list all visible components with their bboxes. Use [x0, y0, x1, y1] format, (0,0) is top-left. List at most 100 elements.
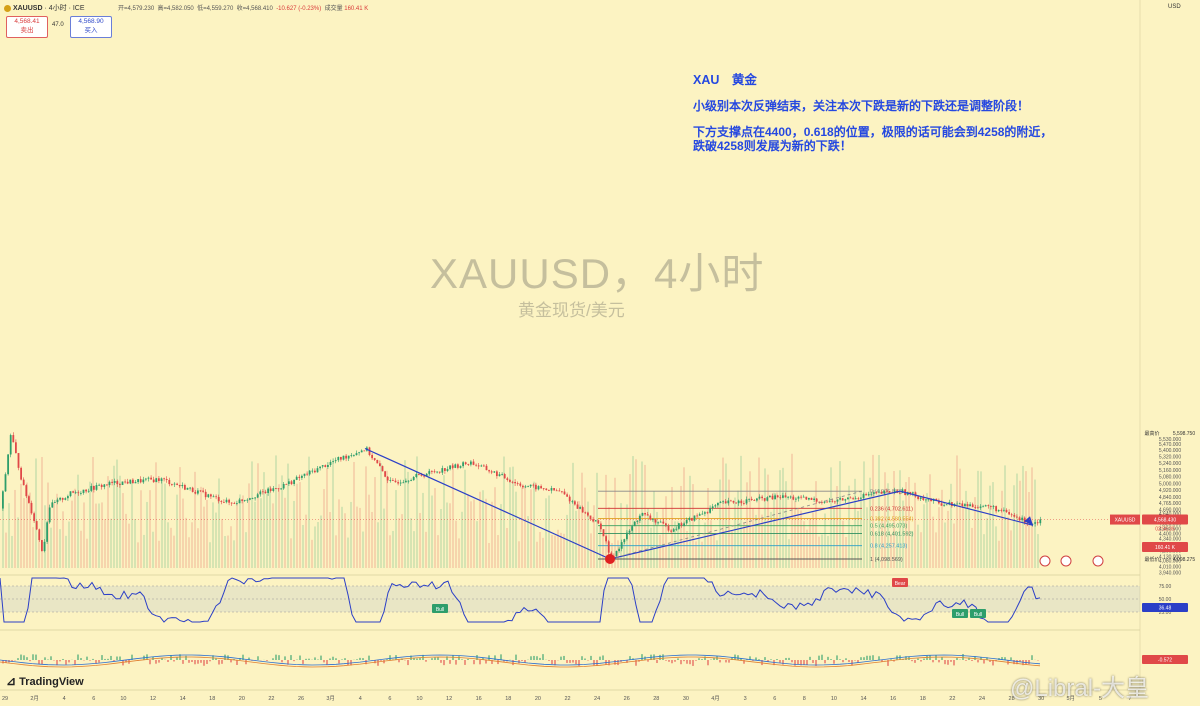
candle-body — [701, 513, 704, 515]
macd-bar — [992, 660, 994, 666]
candle-body — [147, 477, 150, 479]
candle-body — [828, 500, 831, 502]
candle-body — [646, 514, 649, 516]
macd-bar — [461, 659, 463, 660]
macd-bar — [116, 656, 118, 660]
candle-body — [303, 473, 306, 476]
currency-label[interactable]: USD — [1168, 4, 1181, 10]
volume-bar — [122, 493, 124, 568]
volume-bar — [23, 498, 25, 568]
candle-body — [810, 497, 813, 500]
macd-bar — [674, 660, 676, 662]
candle-body — [545, 488, 548, 491]
candle-body — [498, 474, 501, 477]
macd-bar — [755, 657, 757, 660]
symbol-icon — [4, 4, 11, 12]
candle-body — [249, 498, 251, 500]
x-tick-label: 24 — [979, 696, 985, 702]
macd-bar — [92, 658, 94, 660]
macd-bar — [281, 660, 283, 663]
candle-body — [48, 507, 51, 523]
candle-body — [714, 505, 717, 507]
volume-bar — [476, 521, 478, 568]
symbol-name[interactable]: XAUUSD — [12, 5, 43, 12]
volume-bar — [674, 521, 676, 568]
volume-bar — [962, 505, 964, 568]
macd-bar — [449, 660, 451, 664]
macd-bar — [407, 660, 409, 666]
candle-body — [823, 501, 826, 503]
volume-bar — [356, 506, 358, 568]
volume-bar — [824, 513, 826, 568]
volume-bar — [1031, 467, 1033, 568]
candle-body — [340, 457, 342, 460]
macd-bar — [413, 657, 415, 660]
candle-body — [9, 435, 12, 455]
candle-body — [995, 506, 997, 512]
volume-bar — [884, 472, 886, 568]
volume-bar — [797, 508, 799, 568]
candle-body — [795, 498, 797, 500]
macd-bar — [35, 654, 37, 660]
buy-button[interactable]: 4,568.90 买入 — [70, 16, 112, 38]
volume-bar — [470, 501, 472, 568]
x-tick-label: 6 — [92, 696, 95, 702]
volume-bar — [605, 474, 607, 568]
candle-body — [384, 471, 386, 477]
x-tick-label: 10 — [831, 696, 837, 702]
candle-body — [54, 502, 56, 503]
candle-body — [7, 454, 9, 475]
candle-body — [355, 453, 358, 456]
candle-body — [480, 465, 483, 467]
candle-body — [95, 485, 98, 490]
macd-bar — [56, 660, 58, 666]
macd-bar — [26, 657, 28, 660]
fib-label: 0.8 (4,257.413) — [870, 544, 907, 550]
fib-label: 0.5 (4,495.073) — [870, 524, 907, 530]
rsi-signal-label: Bull — [436, 607, 444, 613]
volume-bar — [815, 481, 817, 568]
candle-body — [173, 483, 176, 485]
volume-bar — [317, 522, 319, 568]
volume-bar — [902, 500, 904, 568]
macd-bar — [593, 660, 595, 666]
volume-bar — [104, 519, 106, 568]
macd-bar — [230, 660, 232, 663]
volume-bar — [137, 542, 139, 568]
tradingview-logo[interactable]: ⊿ TradingView — [6, 674, 84, 688]
candle-body — [683, 523, 685, 526]
candle-body — [186, 487, 189, 490]
candle-body — [420, 474, 423, 476]
sell-button[interactable]: 4,568.41 卖出 — [6, 16, 48, 38]
candle-body — [137, 479, 139, 483]
y-tick-label: 5,160.000 — [1159, 468, 1181, 474]
macd-bar — [314, 657, 316, 660]
y-axis-ticks: 3,940.0004,010.0004,080.0004,130.0004,20… — [1159, 437, 1181, 576]
x-tick-label: 16 — [476, 696, 482, 702]
interval-label[interactable]: · 4小时 · ICE — [44, 5, 85, 12]
candle-body — [558, 490, 561, 492]
volume-bar — [338, 499, 340, 568]
candle-body — [561, 491, 563, 493]
macd-bar — [683, 660, 685, 662]
volume-bar — [146, 501, 148, 568]
arrow-head — [1024, 516, 1033, 526]
candle-body — [732, 500, 735, 503]
y-tick-label: 5,080.000 — [1159, 475, 1181, 481]
candle-body — [982, 506, 984, 508]
macd-bar — [197, 660, 199, 664]
candle-body — [472, 461, 475, 465]
candle-body — [210, 494, 212, 497]
candle-body — [899, 492, 901, 494]
volume-tag: 160.41 K — [1155, 545, 1176, 551]
volume-bar — [332, 462, 334, 568]
candle-body — [514, 481, 516, 484]
candle-body — [314, 470, 316, 473]
candle-body — [912, 492, 914, 494]
x-tick-label: 18 — [920, 696, 926, 702]
candle-body — [787, 496, 789, 498]
candle-body — [90, 485, 93, 491]
candle-body — [584, 512, 587, 514]
candle-body — [524, 486, 527, 488]
